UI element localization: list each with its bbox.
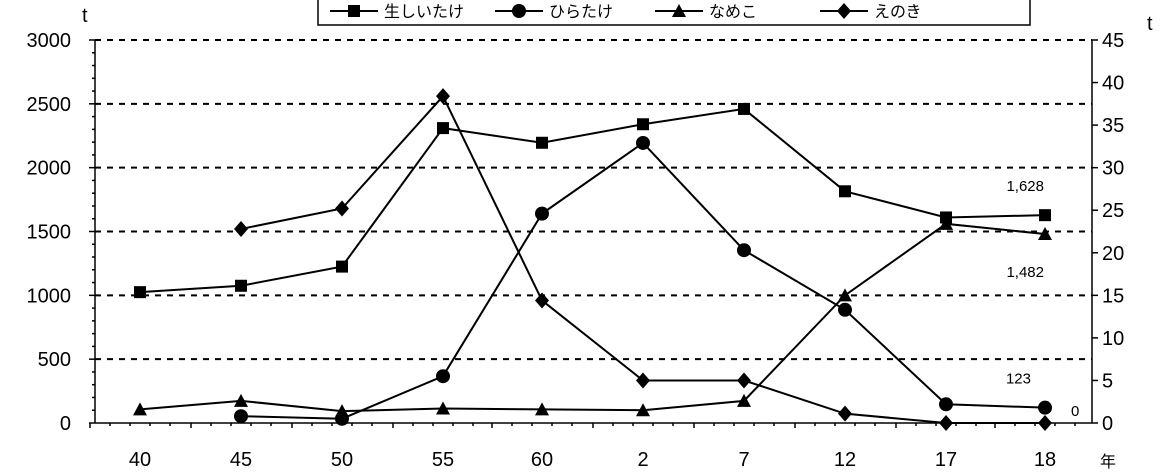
legend-marker <box>837 3 851 19</box>
tick-labels: 0500100015002000250030000510152025303540… <box>27 30 1125 471</box>
data-point-circle <box>636 135 650 150</box>
data-label: 1,628 <box>1006 178 1044 195</box>
series-square <box>134 102 1051 299</box>
data-point-square <box>839 185 851 198</box>
legend-item-triangle: なめこ <box>655 2 757 21</box>
data-point-diamond <box>838 405 852 422</box>
right-tick-label: 30 <box>1102 158 1124 180</box>
data-point-triangle <box>436 401 450 415</box>
x-axis-unit: 年 <box>1100 453 1116 471</box>
data-label: 0 <box>1071 403 1079 420</box>
legend-label: えのき <box>874 2 922 21</box>
data-point-diamond <box>1038 415 1052 431</box>
right-tick-label: 35 <box>1102 115 1124 137</box>
data-point-square <box>738 102 750 115</box>
legend-marker <box>672 4 686 17</box>
legend-label: ひらたけ <box>549 2 613 21</box>
data-point-triangle <box>737 393 751 407</box>
data-point-triangle <box>133 402 147 416</box>
right-tick-label: 5 <box>1102 370 1113 392</box>
data-point-diamond <box>234 220 248 237</box>
data-point-triangle <box>234 393 248 407</box>
legend: 生しいたけ ひらたけ なめこ えのき <box>317 0 1031 26</box>
data-point-square <box>1039 209 1051 222</box>
data-point-triangle <box>939 216 953 230</box>
data-point-square <box>536 136 548 149</box>
legend-marker <box>348 5 360 17</box>
data-point-square <box>437 122 449 135</box>
legend-item-circle: ひらたけ <box>495 2 613 21</box>
x-tick-label: 12 <box>834 449 856 471</box>
x-tick-label: 2 <box>637 449 648 471</box>
data-point-square <box>235 279 247 292</box>
series-line-square <box>139 107 1046 294</box>
series-circle <box>234 135 1052 426</box>
axes <box>89 39 1098 428</box>
data-point-circle <box>535 206 549 221</box>
legend-box <box>317 0 1031 26</box>
series-group <box>133 88 1052 431</box>
x-tick-label: 45 <box>230 449 252 471</box>
data-point-triangle <box>1038 227 1052 241</box>
left-tick-label: 1000 <box>27 285 72 307</box>
x-tick-label: 17 <box>935 449 957 471</box>
left-tick-label: 2500 <box>27 94 72 116</box>
left-tick-label: 1500 <box>27 222 72 244</box>
data-point-circle <box>737 243 751 258</box>
data-point-circle <box>436 369 450 384</box>
data-point-diamond <box>737 372 751 389</box>
x-tick-label: 18 <box>1034 449 1056 471</box>
x-tick-label: 55 <box>432 449 454 471</box>
legend-item-square: 生しいたけ <box>330 2 464 21</box>
left-tick-label: 2000 <box>27 158 72 180</box>
right-tick-label: 40 <box>1102 73 1124 95</box>
right-tick-label: 15 <box>1102 285 1124 307</box>
data-point-triangle <box>838 288 852 302</box>
data-point-square <box>134 286 146 299</box>
series-line-triangle <box>139 222 1046 413</box>
data-point-triangle <box>636 403 650 417</box>
data-label: 123 <box>1006 371 1031 388</box>
data-point-triangle <box>535 402 549 416</box>
left-tick-label: 0 <box>60 413 71 435</box>
right-tick-label: 0 <box>1102 413 1113 435</box>
legend-marker <box>512 4 526 18</box>
x-tick-label: 60 <box>531 449 553 471</box>
series-diamond <box>234 88 1052 431</box>
data-labels: 1,628 1,482 123 0 <box>1006 178 1079 420</box>
right-tick-label: 10 <box>1102 328 1124 350</box>
legend-label: 生しいたけ <box>384 2 464 21</box>
data-point-diamond <box>939 415 953 431</box>
data-point-square <box>637 118 649 131</box>
x-tick-label: 7 <box>738 449 749 471</box>
data-point-square <box>336 260 348 273</box>
legend-item-diamond: えのき <box>820 2 922 21</box>
data-point-diamond <box>335 200 349 217</box>
left-tick-label: 3000 <box>27 30 72 52</box>
right-tick-label: 25 <box>1102 200 1124 222</box>
right-axis-unit: t <box>1147 13 1153 35</box>
data-point-circle <box>939 397 953 412</box>
right-tick-label: 20 <box>1102 243 1124 265</box>
data-point-circle <box>838 302 852 317</box>
data-point-diamond <box>535 292 549 309</box>
data-point-diamond <box>436 88 450 105</box>
data-point-circle <box>234 409 248 424</box>
left-tick-label: 500 <box>38 349 71 371</box>
data-label: 1,482 <box>1006 264 1044 281</box>
x-tick-label: 50 <box>331 449 353 471</box>
series-triangle <box>133 216 1052 418</box>
right-tick-label: 45 <box>1102 30 1124 52</box>
data-point-triangle <box>335 404 349 418</box>
x-tick-label: 40 <box>129 449 151 471</box>
legend-label: なめこ <box>709 2 757 21</box>
left-axis-unit: t <box>82 5 88 27</box>
data-point-diamond <box>636 372 650 389</box>
data-point-circle <box>1038 400 1052 415</box>
gridlines <box>95 39 1092 361</box>
